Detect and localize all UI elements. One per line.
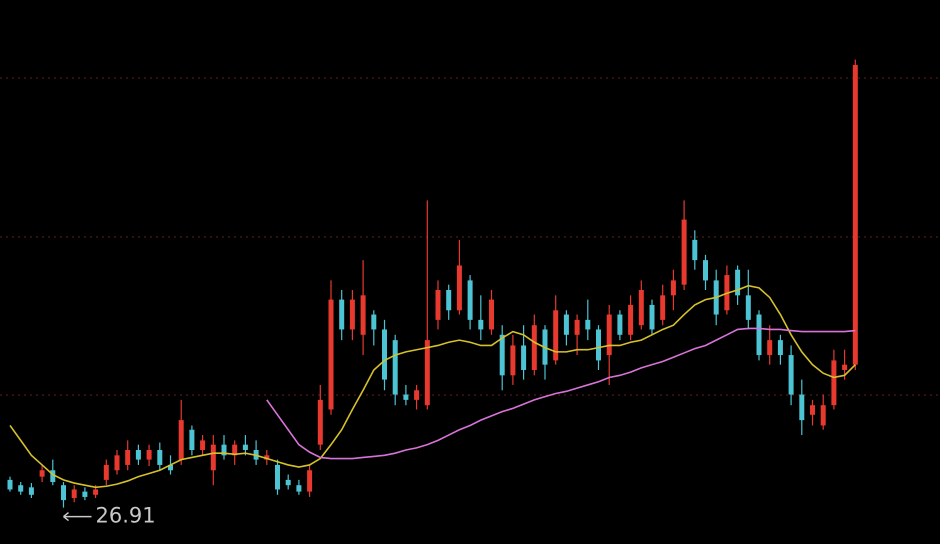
candle-body	[403, 394, 409, 400]
candle-body	[478, 319, 484, 330]
candle-body	[777, 340, 783, 356]
candle-body	[489, 299, 494, 330]
candle-body	[146, 450, 152, 460]
candle-body	[756, 314, 762, 356]
candle-body	[842, 364, 848, 370]
candle-body	[349, 299, 355, 330]
candle-body	[39, 470, 45, 477]
moving-average-line	[266, 327, 856, 460]
candle-body	[649, 304, 655, 330]
candle-body	[670, 280, 676, 296]
candle-body	[467, 280, 473, 320]
candle-body	[114, 455, 120, 471]
candle-body	[157, 450, 163, 465]
candle-body	[692, 239, 698, 261]
candle-body	[852, 64, 858, 365]
candle-body	[242, 444, 248, 450]
candle-body	[50, 470, 56, 482]
candle-body	[574, 319, 580, 335]
candle-body	[606, 314, 612, 356]
candle-body	[275, 464, 280, 490]
candle-body	[799, 394, 805, 421]
candle-body	[125, 450, 131, 465]
candle-body	[617, 314, 623, 335]
candle-body	[628, 304, 634, 335]
candle-body	[264, 455, 270, 460]
low-label: 26.91	[96, 504, 156, 528]
candle-body	[585, 319, 591, 330]
candle-body	[221, 444, 227, 456]
candle-body	[596, 329, 601, 361]
candle-body	[638, 290, 644, 326]
candle-body	[553, 310, 559, 361]
candle-body	[168, 464, 173, 471]
candle-body	[831, 360, 837, 406]
candle-body	[7, 479, 13, 490]
candle-body	[371, 314, 377, 330]
candle-body	[103, 464, 109, 480]
candle-body	[660, 295, 666, 320]
candle-body	[810, 405, 815, 415]
candle-body	[232, 444, 238, 456]
candle-body	[745, 295, 751, 320]
candle-body	[307, 470, 313, 492]
candle-body	[382, 329, 387, 380]
candle-body	[735, 269, 741, 296]
candle-body	[414, 390, 420, 400]
candle-body	[531, 325, 537, 370]
candle-body	[82, 491, 88, 497]
candle-body	[521, 345, 527, 370]
candle-body	[681, 219, 687, 285]
candle-body	[339, 299, 345, 330]
candle-body	[296, 485, 302, 492]
candle-body	[178, 420, 184, 460]
candle-body	[499, 334, 505, 376]
annotation-arrow	[63, 512, 92, 522]
candle-body	[93, 489, 99, 495]
candle-body	[18, 485, 24, 492]
candle-body	[71, 489, 77, 498]
candle-body	[28, 487, 34, 495]
candle-body	[285, 479, 291, 486]
candle-body	[317, 399, 323, 445]
candle-body	[788, 355, 794, 395]
candle-body	[563, 314, 569, 335]
candle-body	[820, 405, 826, 426]
candle-body	[328, 299, 334, 410]
candle-body	[360, 295, 366, 335]
candle-body	[61, 485, 66, 501]
candle-body	[510, 345, 516, 376]
candle-body	[210, 444, 216, 471]
candle-body	[392, 340, 398, 395]
candle-body	[135, 450, 141, 460]
candle-body	[446, 290, 452, 311]
candle-body	[767, 340, 773, 356]
candle-body	[703, 260, 708, 281]
candle-body	[456, 265, 462, 311]
moving-average-line	[9, 284, 856, 489]
candle-body	[435, 290, 441, 320]
candle-body	[424, 340, 430, 406]
candle-body	[200, 440, 206, 450]
candle-body	[189, 429, 195, 450]
